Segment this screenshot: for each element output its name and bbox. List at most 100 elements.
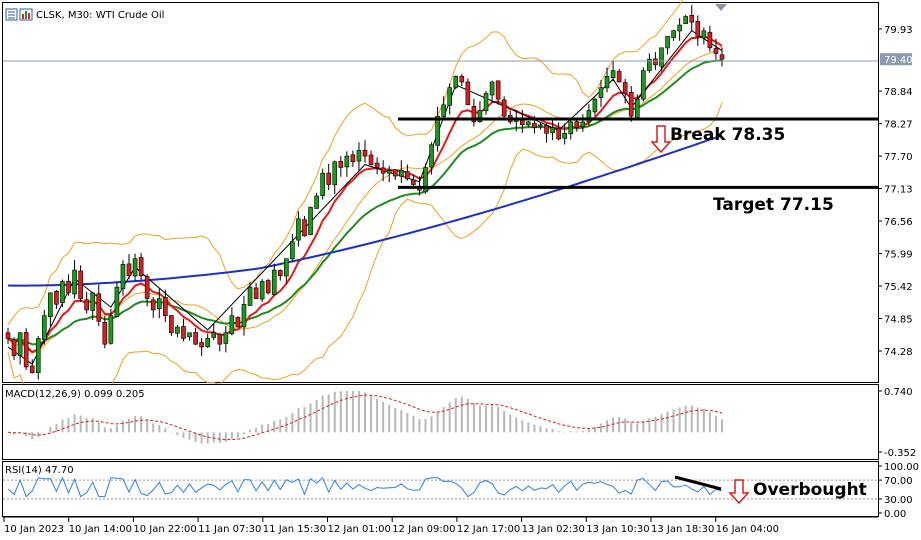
- candle-body: [35, 338, 41, 373]
- candle-body: [338, 160, 344, 168]
- down-arrow-icon: [650, 125, 672, 154]
- candle-body: [211, 332, 217, 338]
- candle-body: [719, 54, 725, 60]
- time-tick-label: 12 Jan 01:00: [328, 524, 391, 535]
- time-axis[interactable]: 10 Jan 2023 10 Jan 14:00 10 Jan 22:00 11 Ja…: [3, 516, 878, 535]
- price-tick-label: 74.85: [884, 315, 913, 326]
- target-label: Target 77.15: [713, 195, 834, 215]
- time-tick-label: 10 Jan 22:00: [133, 524, 196, 535]
- candle-body: [193, 332, 198, 345]
- candle-body: [586, 110, 592, 123]
- candle-body: [90, 292, 96, 311]
- time-tick-label: 10 Jan 14:00: [69, 524, 132, 535]
- rsi-tick-label: 0.00: [884, 509, 906, 520]
- candle-body: [423, 167, 428, 193]
- macd-pane[interactable]: [2, 384, 879, 460]
- price-tick-label: 77.70: [884, 152, 913, 163]
- candle-body: [302, 219, 307, 237]
- bollinger-upper: [7, 0, 684, 326]
- window-list-icon[interactable]: [5, 8, 18, 21]
- candle-body: [163, 297, 168, 316]
- candle-body: [60, 281, 65, 304]
- time-tick-label: 16 Jan 04:00: [716, 524, 779, 535]
- time-tick-label: 11 Jan 15:30: [263, 524, 326, 535]
- candle-body: [290, 241, 295, 260]
- candle-body: [471, 106, 477, 123]
- candle-body: [344, 155, 350, 168]
- candle-body: [483, 93, 489, 112]
- candle-body: [241, 303, 247, 328]
- rsi-pane[interactable]: [2, 461, 879, 517]
- candle-body: [683, 16, 688, 25]
- candle-body: [622, 82, 628, 94]
- candle-body: [453, 76, 459, 88]
- price-tick-label: 79.93: [884, 25, 913, 36]
- candle-body: [634, 98, 640, 119]
- price-tick-label: 76.56: [884, 217, 913, 228]
- price-tick-label: 78.84: [884, 87, 913, 98]
- candle-body: [150, 299, 156, 311]
- rsi-tick-label: 70.00: [884, 476, 913, 487]
- candle-body: [374, 162, 380, 168]
- candle-body: [695, 21, 701, 37]
- candle-body: [259, 281, 265, 300]
- candle-body: [199, 342, 204, 348]
- candle-body: [187, 332, 192, 338]
- candle-body: [380, 167, 386, 174]
- candle-body: [713, 48, 719, 54]
- candle-body: [604, 76, 610, 89]
- candle-body: [247, 286, 253, 306]
- candle-body: [144, 276, 150, 299]
- candle-body: [495, 80, 501, 100]
- macd-signal-line: [7, 394, 723, 441]
- candle-body: [84, 299, 89, 311]
- candle-body: [175, 326, 180, 334]
- price-axis[interactable]: 79.93 79.40 78.84 78.27 77.70 77.13 76.56 75.99…: [878, 25, 913, 358]
- candle-body: [108, 315, 114, 344]
- main-price-pane[interactable]: [2, 0, 879, 403]
- target-level[interactable]: Target 77.15: [398, 185, 878, 215]
- time-tick-label: 10 Jan 2023: [4, 524, 64, 535]
- rsi-line: [3, 476, 878, 500]
- candle-body: [271, 269, 277, 295]
- time-tick-label: 12 Jan 17:00: [457, 524, 520, 535]
- price-tick-label: 77.13: [884, 185, 913, 196]
- candle-body: [296, 218, 301, 241]
- rsi-tick-label: 100.00: [884, 462, 919, 473]
- candle-body: [114, 286, 120, 317]
- candle-body: [72, 269, 77, 295]
- candle-body: [29, 365, 35, 373]
- candle-body: [126, 263, 132, 277]
- candle-body: [435, 115, 440, 146]
- ma-fast-line: [7, 35, 723, 354]
- candle-body: [562, 132, 567, 139]
- candle-body: [671, 30, 676, 39]
- candle-body: [17, 332, 23, 356]
- candle-body: [217, 334, 223, 345]
- candle-body: [526, 121, 531, 126]
- candle-body: [350, 154, 356, 163]
- candlesticks: [5, 5, 725, 380]
- candle-body: [181, 326, 186, 339]
- chart-window-icon[interactable]: [19, 8, 33, 21]
- candle-body: [616, 71, 622, 83]
- bollinger-lower: [7, 102, 723, 403]
- candle-body: [277, 270, 283, 277]
- candle-body: [265, 280, 271, 294]
- candle-body: [42, 315, 47, 340]
- candle-body: [120, 264, 126, 290]
- break-level[interactable]: Break 78.35: [398, 117, 878, 154]
- candle-body: [677, 24, 682, 32]
- candle-body: [320, 172, 325, 196]
- candle-body: [574, 121, 580, 128]
- candle-body: [550, 127, 555, 134]
- candle-body: [284, 258, 289, 277]
- rsi-path: [7, 476, 723, 498]
- candle-body: [205, 338, 210, 348]
- candle-body: [653, 58, 658, 66]
- candle-body: [235, 316, 241, 328]
- candle-body: [102, 321, 108, 345]
- candle-body: [169, 315, 174, 334]
- chart-shift-marker-icon[interactable]: [715, 4, 727, 11]
